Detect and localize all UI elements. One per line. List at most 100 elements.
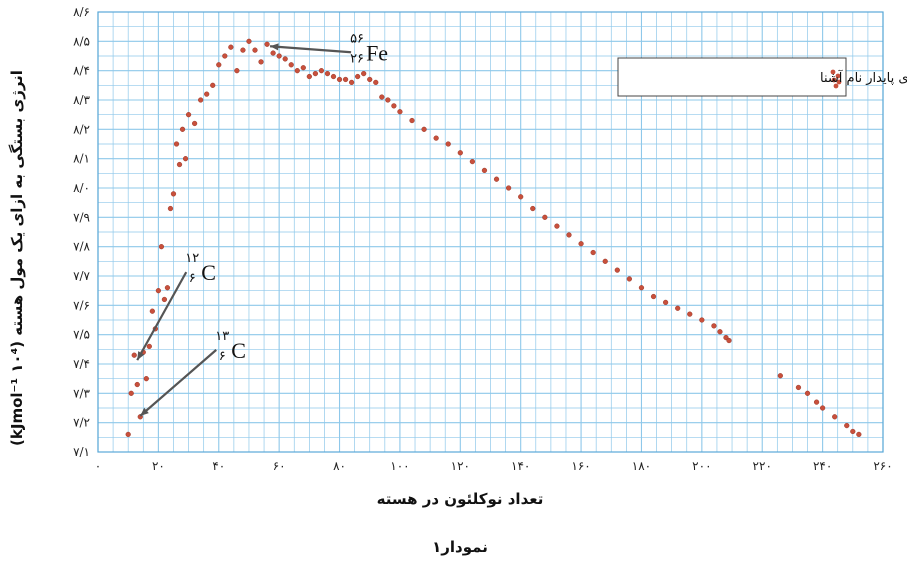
data-point xyxy=(638,285,645,291)
data-point xyxy=(228,44,234,50)
data-point xyxy=(173,141,180,147)
data-point xyxy=(850,428,856,435)
isotope-atomic-number: ۲۶ xyxy=(350,50,364,65)
data-point xyxy=(234,68,240,74)
isotope-mass-number: ۱۲ xyxy=(185,250,199,265)
x-tick-label: ۲۰ xyxy=(152,459,165,473)
data-point xyxy=(306,73,312,80)
x-tick-label: ۱۲۰ xyxy=(451,459,470,473)
y-tick-label: ۷/۴ xyxy=(73,357,90,371)
annotation-arrowhead xyxy=(137,351,145,361)
data-point xyxy=(421,126,427,132)
data-point xyxy=(185,112,192,118)
data-point xyxy=(131,352,137,358)
annotation-arrowhead xyxy=(270,43,279,51)
y-tick-label: ۷/۲ xyxy=(73,416,90,430)
x-tick-label: ۲۴۰ xyxy=(813,459,832,473)
isotope-mass-number: ۵۶ xyxy=(350,30,364,45)
data-point xyxy=(342,76,349,83)
data-point xyxy=(336,76,343,83)
y-tick-label: ۷/۶ xyxy=(73,298,90,312)
isotope-atomic-number: ۶ xyxy=(219,348,226,363)
data-point xyxy=(222,53,228,59)
x-tick-label: ۸۰ xyxy=(333,459,346,473)
chart-caption: نمودار۱ xyxy=(432,538,488,556)
isotope-atomic-number: ۶ xyxy=(189,270,196,285)
data-point xyxy=(252,47,258,53)
y-tick-label: ۸/۱ xyxy=(73,152,90,166)
data-point xyxy=(324,70,331,77)
data-point xyxy=(246,38,252,44)
annotation-arrow xyxy=(139,349,217,417)
y-tick-label: ۷/۷ xyxy=(73,269,90,283)
x-tick-label: ۲۲۰ xyxy=(753,459,772,473)
data-point xyxy=(288,62,294,68)
data-point xyxy=(542,214,548,220)
data-point xyxy=(530,205,536,212)
isotope-annotation: ۱۳ ۶ C xyxy=(139,328,246,417)
data-point xyxy=(179,126,186,132)
data-point xyxy=(182,156,189,162)
y-tick-label: ۸/۵ xyxy=(73,34,90,48)
y-tick-label: ۸/۲ xyxy=(73,122,90,136)
isotope-symbol: Fe xyxy=(366,40,388,65)
data-point xyxy=(270,50,276,56)
data-point xyxy=(216,62,222,68)
data-point xyxy=(777,373,783,379)
legend-marker-dot xyxy=(836,79,842,85)
data-point xyxy=(566,232,572,238)
legend-marker-dot xyxy=(835,73,841,79)
data-point xyxy=(161,296,168,303)
data-point xyxy=(409,117,415,124)
isotope-symbol: C xyxy=(201,260,216,285)
x-tick-label: ۲۶۰ xyxy=(873,459,892,473)
x-tick-label: ۱۶۰ xyxy=(571,459,590,473)
annotation-arrow xyxy=(269,45,352,54)
data-point xyxy=(149,308,155,314)
data-point xyxy=(164,285,171,291)
data-point xyxy=(134,381,140,388)
data-point xyxy=(699,317,705,323)
data-point xyxy=(349,79,355,86)
data-point xyxy=(330,73,337,80)
x-tick-label: ۴۰ xyxy=(212,459,225,473)
data-point xyxy=(282,56,288,62)
data-point xyxy=(125,431,131,438)
data-point xyxy=(128,390,134,396)
data-point xyxy=(300,65,306,71)
data-point xyxy=(143,376,149,382)
data-point xyxy=(469,159,475,165)
x-tick-label: ۱۰۰ xyxy=(390,459,409,473)
data-point xyxy=(355,73,361,80)
legend-box xyxy=(617,57,847,97)
data-point xyxy=(167,205,174,212)
data-point xyxy=(795,384,802,391)
isotope-annotation: ۱۲ ۶ C xyxy=(136,250,216,361)
data-point xyxy=(367,76,373,83)
data-point xyxy=(804,390,811,396)
y-tick-label: ۷/۹ xyxy=(73,210,90,224)
data-point xyxy=(433,135,439,141)
data-point xyxy=(602,258,608,264)
data-point xyxy=(373,79,379,86)
y-tick-label: ۷/۵ xyxy=(73,328,90,342)
data-point xyxy=(675,305,681,311)
data-point xyxy=(318,68,325,74)
y-tick-label: ۸/۰ xyxy=(73,181,90,195)
data-point xyxy=(385,97,391,103)
data-point xyxy=(717,329,723,335)
data-point xyxy=(554,223,560,229)
data-point xyxy=(379,94,385,100)
data-point xyxy=(844,423,850,429)
x-tick-label: ۰ xyxy=(95,459,101,473)
data-point xyxy=(158,244,165,250)
data-point xyxy=(856,431,862,438)
data-point xyxy=(590,249,596,256)
data-point xyxy=(294,68,300,74)
data-point xyxy=(155,288,161,294)
x-axis-ticks: ۰ ۲۰ ۴۰ ۶۰ ۸۰ ۱۰۰ ۱۲۰ ۱۴۰ ۱۶۰ ۱۸۰ ۲۰۰ ۲۲۰ ۲۴۰ ۲۶۰ xyxy=(95,459,893,473)
legend-marker-dot xyxy=(831,77,837,83)
data-point xyxy=(726,337,732,344)
isotope-annotation: ۵۶ ۲۶ Fe xyxy=(269,30,388,65)
